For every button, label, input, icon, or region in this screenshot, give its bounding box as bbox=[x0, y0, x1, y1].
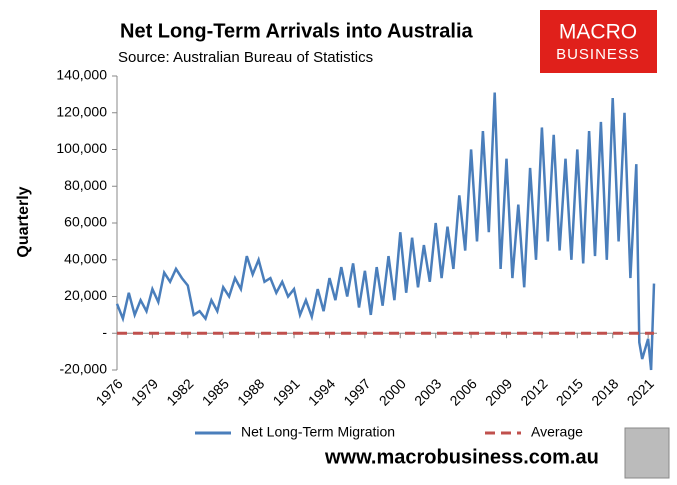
x-tick-label: 1991 bbox=[269, 375, 302, 408]
legend-label: Average bbox=[531, 424, 583, 440]
x-tick-label: 1988 bbox=[234, 375, 267, 408]
legend-label: Net Long-Term Migration bbox=[241, 424, 395, 440]
series-line bbox=[115, 92, 656, 371]
y-tick-label: 80,000 bbox=[64, 177, 107, 193]
chart-subtitle: Source: Australian Bureau of Statistics bbox=[118, 49, 373, 66]
y-tick-label: -20,000 bbox=[60, 361, 108, 377]
y-axis-label: Quarterly bbox=[15, 186, 32, 257]
y-tick-label: - bbox=[102, 324, 107, 340]
x-tick-label: 1976 bbox=[92, 375, 125, 408]
x-tick-label: 1994 bbox=[305, 375, 338, 408]
x-tick-label: 2009 bbox=[482, 375, 515, 408]
y-tick-label: 60,000 bbox=[64, 214, 107, 230]
x-tick-label: 2003 bbox=[411, 375, 444, 408]
x-tick-label: 1982 bbox=[163, 375, 196, 408]
logo-text: MACRO bbox=[559, 21, 637, 44]
x-tick-label: 2006 bbox=[446, 375, 479, 408]
x-tick-label: 2015 bbox=[553, 375, 586, 408]
x-tick-label: 2012 bbox=[517, 375, 550, 408]
logo-box bbox=[540, 10, 657, 73]
x-tick-label: 2018 bbox=[588, 375, 621, 408]
y-tick-label: 20,000 bbox=[64, 287, 107, 303]
y-tick-label: 140,000 bbox=[56, 67, 107, 83]
x-tick-label: 1979 bbox=[128, 375, 161, 408]
y-tick-label: 120,000 bbox=[56, 103, 107, 119]
x-tick-label: 1997 bbox=[340, 375, 373, 408]
y-tick-label: 100,000 bbox=[56, 140, 107, 156]
wolf-logo bbox=[624, 427, 670, 479]
x-tick-label: 1985 bbox=[199, 375, 232, 408]
y-tick-label: 40,000 bbox=[64, 250, 107, 266]
footer-url: www.macrobusiness.com.au bbox=[324, 446, 599, 468]
logo-text: BUSINESS bbox=[556, 46, 640, 63]
chart-title: Net Long-Term Arrivals into Australia bbox=[120, 20, 474, 42]
x-tick-label: 2021 bbox=[624, 375, 657, 408]
x-tick-label: 2000 bbox=[376, 375, 409, 408]
